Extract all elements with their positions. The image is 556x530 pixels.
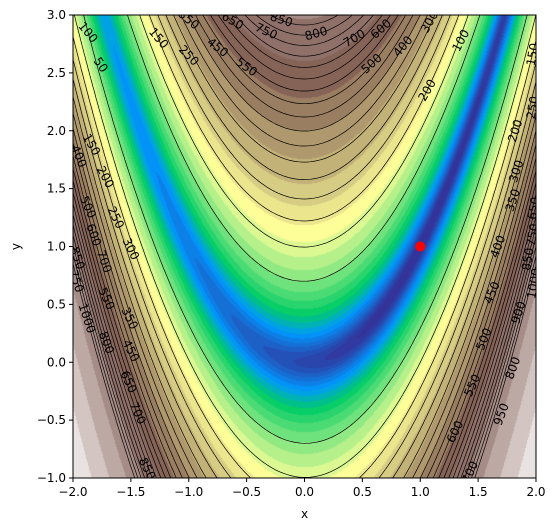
contour-label: 150 — [524, 42, 542, 67]
x-tick-label: 1.5 — [469, 485, 488, 499]
contour-label: 650 — [525, 196, 543, 221]
x-axis-label: x — [301, 507, 308, 521]
contour-label: 750 — [524, 222, 542, 247]
contour-line-100 — [74, 15, 536, 478]
contour-line-1000 — [73, 263, 536, 478]
contour-line-550 — [73, 15, 536, 478]
y-tick-label: 0.0 — [47, 355, 66, 369]
contour-line-400 — [73, 15, 536, 478]
contour-label: 900 — [508, 299, 528, 325]
contour-line-950 — [73, 254, 536, 478]
x-tick-label: 0.0 — [295, 485, 314, 499]
y-tick-label: 1.5 — [47, 182, 66, 196]
y-tick-label: 3.0 — [47, 8, 66, 22]
contour-label: 300 — [506, 158, 526, 184]
x-tick-label: 0.5 — [353, 485, 372, 499]
y-tick-label: −0.5 — [37, 413, 66, 427]
contour-label: 1000 — [524, 267, 543, 300]
x-axis: −2.0 −1.5 −1.0 −0.5 0.0 0.5 1.0 1.5 2.0 — [58, 478, 546, 499]
y-tick-label: 2.0 — [47, 124, 66, 138]
x-tick-label: −1.5 — [116, 485, 145, 499]
contour-line-750 — [73, 15, 536, 478]
contour-lines — [73, 15, 536, 478]
contour-line-700 — [73, 15, 536, 478]
contour-line-650 — [73, 15, 536, 478]
y-tick-label: −1.0 — [37, 471, 66, 485]
y-axis-label: y — [9, 243, 23, 250]
contour-label: 350 — [503, 187, 523, 213]
x-tick-label: −2.0 — [58, 485, 87, 499]
contour-line-150 — [73, 15, 536, 478]
minimum-marker — [415, 241, 426, 252]
contour-line-200 — [73, 15, 536, 478]
contour-label: 250 — [524, 95, 542, 120]
y-tick-label: 1.0 — [47, 240, 66, 254]
y-tick-label: 0.5 — [47, 297, 66, 311]
contour-label: 200 — [505, 118, 525, 144]
contour-line-600 — [73, 15, 536, 478]
y-axis: −1.0 −0.5 0.0 0.5 1.0 1.5 2.0 2.5 3.0 — [37, 8, 73, 485]
contour-line-850 — [73, 15, 536, 478]
contour-line-50 — [83, 15, 528, 444]
x-tick-label: −1.0 — [174, 485, 203, 499]
contour-line-300 — [73, 15, 536, 478]
contour-line-350 — [73, 15, 536, 478]
contour-line-800 — [73, 15, 536, 478]
contour-label: 800 — [303, 24, 329, 43]
contour-line-250 — [73, 15, 536, 478]
contour-line-500 — [73, 15, 536, 478]
x-tick-label: 1.0 — [411, 485, 430, 499]
contour-line-900 — [73, 15, 536, 478]
x-tick-label: −0.5 — [232, 485, 261, 499]
contour-line-450 — [73, 15, 536, 478]
x-tick-label: 2.0 — [526, 485, 545, 499]
contour-label: 850 — [519, 247, 537, 272]
y-tick-label: 2.5 — [47, 66, 66, 80]
